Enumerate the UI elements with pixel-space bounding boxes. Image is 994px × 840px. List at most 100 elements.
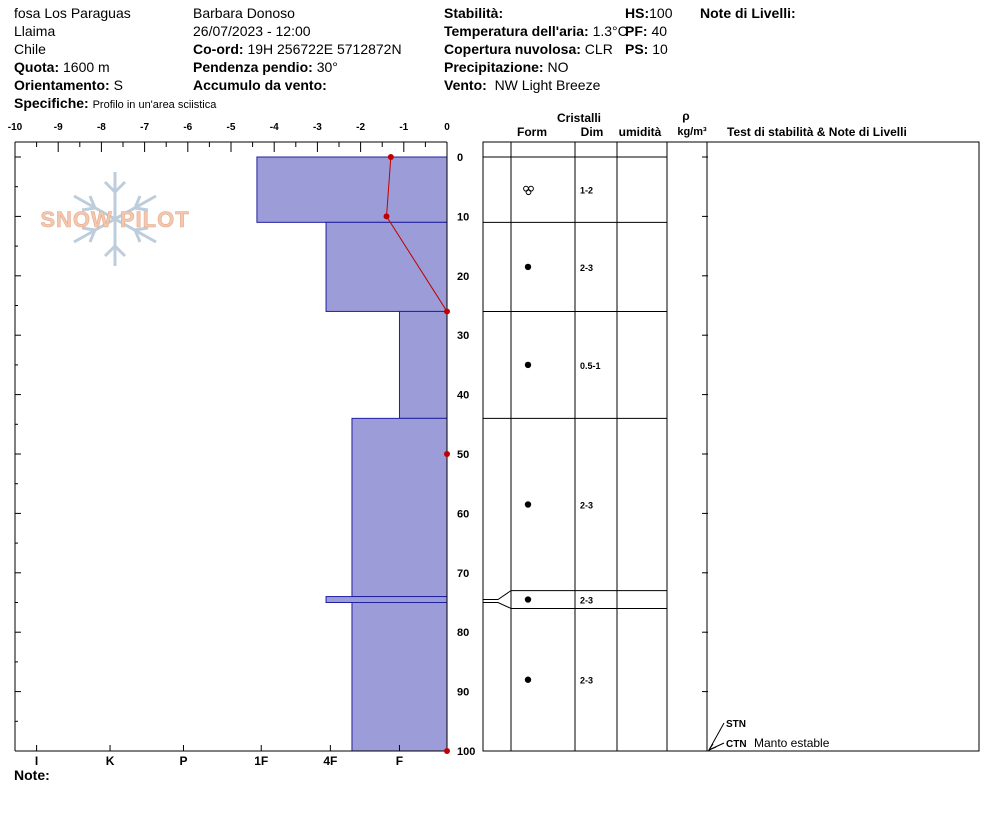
grain-size: 2-3 — [580, 263, 593, 273]
aspect-label: Orientamento: — [14, 77, 110, 93]
grain-size: 0.5-1 — [580, 361, 601, 371]
grain-size: 2-3 — [580, 676, 593, 686]
melt-grain-circle — [525, 189, 532, 196]
grain-size: 1-2 — [580, 186, 593, 196]
hardness-label: K — [106, 754, 115, 768]
hardness-label: P — [179, 754, 187, 768]
observer: Barbara Donoso — [193, 5, 295, 21]
coord-value: 19H 256722E 5712872N — [247, 41, 402, 57]
specifics-label: Specifiche: — [14, 95, 89, 111]
grain-size: 2-3 — [580, 500, 593, 510]
density-symbol: ρ — [682, 109, 689, 123]
size-header: Dim — [581, 125, 604, 139]
depth-tick-label: 70 — [457, 568, 469, 580]
temp-tick-label: -4 — [270, 122, 279, 133]
temperature-point — [387, 154, 394, 160]
hardness-label: F — [396, 754, 403, 768]
hardness-bar — [351, 602, 448, 752]
temperature-axis: -10 -9 -8 -7 -6 -5 -4 -3 -2 -1 0 — [8, 122, 450, 152]
test-label: CTN — [726, 739, 747, 750]
temp-tick-label: -6 — [183, 122, 192, 133]
country: Chile — [14, 41, 46, 57]
temperature-point — [444, 308, 450, 315]
wind-value: NW Light Breeze — [494, 77, 601, 93]
ps-value: 10 — [652, 41, 668, 57]
sky-label: Copertura nuvolosa: — [444, 41, 581, 57]
hardness-label: 1F — [254, 754, 268, 768]
temp-tick-label: -3 — [313, 122, 322, 133]
snowflake-icon — [73, 172, 157, 266]
grain-form-round-icon — [524, 501, 532, 508]
hardness-axis: I K P 1F 4F F — [35, 745, 403, 768]
temp-tick-label: -10 — [8, 122, 23, 133]
air-temp-value: 1.3°C — [592, 23, 628, 39]
depth-axis: 0 10 20 30 40 50 60 70 80 90 100 — [15, 152, 708, 758]
aspect: Orientamento: S — [14, 77, 123, 93]
slope: Pendenza pendio: 30° — [193, 59, 338, 75]
temperature-profile — [383, 154, 450, 754]
air-temperature: Temperatura dell'aria: 1.3°C — [444, 23, 628, 39]
foot-penetration: PF: 40 — [625, 23, 667, 39]
elevation: Quota: 1600 m — [14, 59, 110, 75]
elevation-value: 1600 m — [63, 59, 110, 75]
layer-notes-title: Note di Livelli: — [700, 5, 796, 21]
hardness-bar — [351, 417, 448, 598]
layer-connector — [483, 602, 512, 609]
stability-tests: STN CTN Manto estable — [707, 719, 830, 752]
temp-tick-label: -5 — [227, 122, 236, 133]
depth-tick-label: 10 — [457, 211, 469, 223]
grain-form-round-icon — [524, 676, 532, 683]
arrowhead-icon — [707, 743, 717, 752]
wind-loading-label: Accumulo da vento: — [193, 77, 327, 93]
location: fosa Los Paraguas — [14, 5, 131, 21]
sky-cover: Copertura nuvolosa: CLR — [444, 41, 613, 57]
coordinates: Co-ord: 19H 256722E 5712872N — [193, 41, 402, 57]
notes-label: Note: — [14, 767, 50, 783]
precipitation: Precipitazione: NO — [444, 59, 568, 75]
hs-value: 100 — [649, 5, 673, 21]
watermark-logo: SNOW PILOT — [40, 207, 189, 232]
grain-form-round-icon — [524, 361, 532, 369]
temp-tick-label: -8 — [97, 122, 106, 133]
layer-connector — [483, 590, 512, 601]
hardness-label: I — [35, 754, 38, 768]
snow-height: HS:100 — [625, 5, 672, 21]
hardness-bar — [398, 310, 448, 419]
depth-tick-label: 20 — [457, 271, 469, 283]
density-unit: kg/m³ — [677, 126, 707, 138]
hardness-bar — [325, 596, 448, 603]
tests-header: Test di stabilità & Note di Livelli — [727, 125, 907, 139]
elevation-label: Quota: — [14, 59, 60, 75]
pf-label: PF: — [625, 23, 648, 39]
depth-tick-label: 0 — [457, 152, 463, 164]
specifics-value: Profilo in un'area sciistica — [92, 99, 217, 111]
area: Llaima — [14, 23, 56, 39]
ps-label: PS: — [625, 41, 649, 57]
temp-tick-label: -2 — [356, 122, 365, 133]
layer-table: 1-2 2-3 0.5-1 2-3 2-3 2-3 — [482, 141, 980, 752]
ski-penetration: PS: 10 — [625, 41, 668, 57]
form-header: Form — [517, 125, 547, 139]
moisture-header: umidità — [619, 125, 662, 139]
precip-label: Precipitazione: — [444, 59, 544, 75]
depth-tick-label: 40 — [457, 390, 469, 402]
table-border — [482, 141, 980, 752]
test-label: STN — [726, 719, 746, 730]
grain-size: 2-3 — [580, 596, 593, 606]
temperature-point — [444, 748, 450, 754]
grain-form-round-icon — [524, 596, 532, 603]
sky-value: CLR — [584, 41, 613, 57]
pf-value: 40 — [651, 23, 668, 39]
crystals-header: Cristalli — [557, 111, 601, 125]
coord-label: Co-ord: — [193, 41, 244, 57]
hardness-bar — [256, 156, 448, 223]
grain-form-round-icon — [524, 263, 532, 271]
temperature-point — [444, 451, 450, 457]
hardness-bar — [325, 221, 448, 312]
wind-label: Vento: — [444, 77, 487, 93]
depth-tick-label: 100 — [457, 746, 475, 758]
stability: Stabilità: — [444, 5, 503, 21]
depth-tick-label: 90 — [457, 687, 469, 699]
depth-tick-label: 30 — [457, 330, 469, 342]
